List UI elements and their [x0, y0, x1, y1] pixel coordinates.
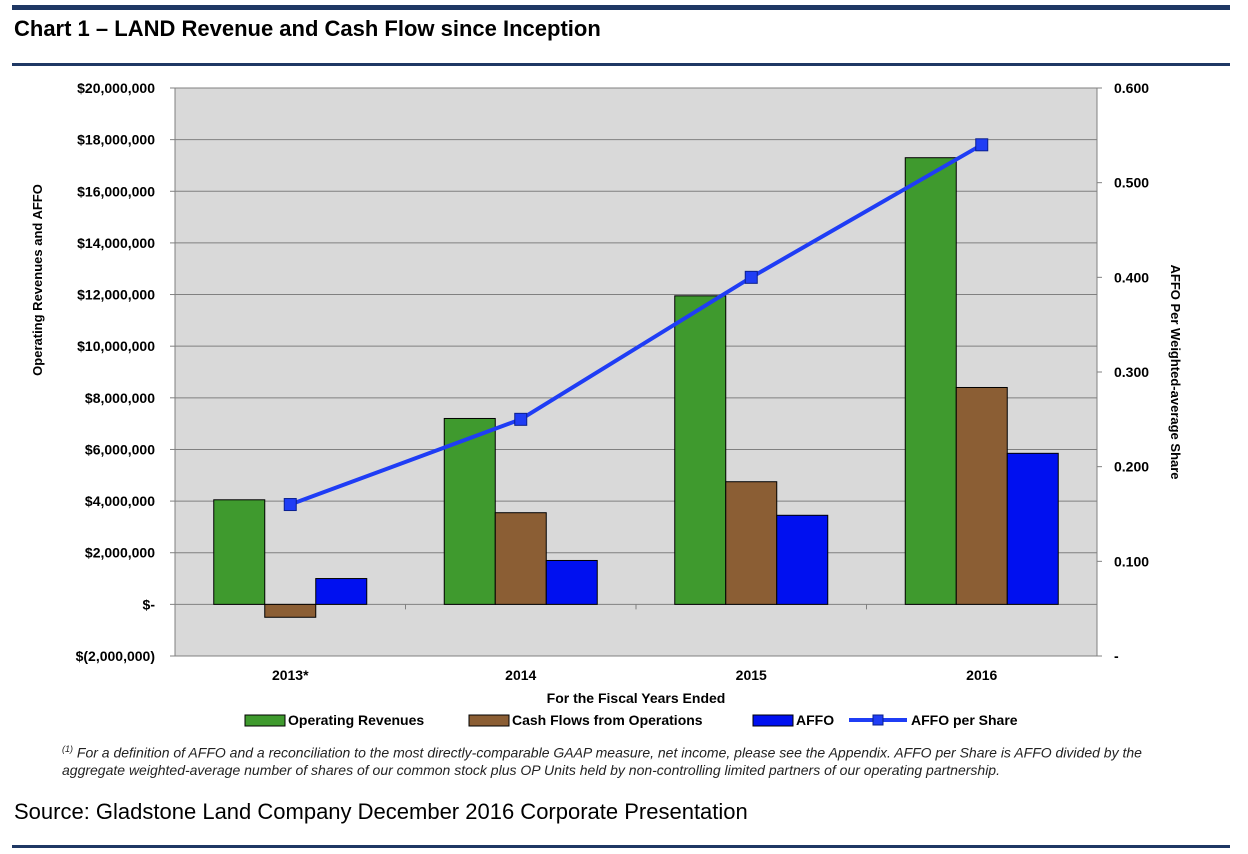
bar-affo [776, 514, 829, 605]
title-rule [12, 63, 1230, 66]
y-tick-label: $6,000,000 [85, 441, 155, 457]
bar-affo [315, 578, 368, 605]
legend-swatch [752, 714, 794, 727]
bar-cash-flows-from-operations [955, 386, 1008, 605]
x-tick-label: 2014 [505, 667, 536, 683]
y2-tick-label: 0.100 [1114, 553, 1149, 569]
top-rule [12, 5, 1230, 10]
y2-tick-label: 0.600 [1114, 80, 1149, 96]
line-point [283, 498, 297, 512]
line-point [744, 270, 758, 284]
bar-operating-revenues [213, 499, 266, 605]
legend-marker [872, 714, 884, 726]
y-tick-label: $2,000,000 [85, 545, 155, 561]
legend-swatch [468, 714, 510, 727]
y-tick-label: $16,000,000 [77, 183, 155, 199]
footnote-text: For a definition of AFFO and a reconcili… [62, 744, 1142, 778]
legend-label: AFFO [796, 712, 834, 728]
bottom-rule [12, 845, 1230, 848]
source-note: Source: Gladstone Land Company December … [14, 799, 748, 824]
y-tick-label: $- [143, 596, 156, 612]
y-tick-label: $18,000,000 [77, 132, 155, 148]
y-tick-label: $8,000,000 [85, 390, 155, 406]
x-tick-label: 2015 [736, 667, 767, 683]
y2-axis-label: AFFO Per Weighted-average Share [1168, 264, 1183, 479]
legend-label: Cash Flows from Operations [512, 712, 703, 728]
y2-tick-label: 0.500 [1114, 175, 1149, 191]
y-tick-label: $(2,000,000) [76, 648, 155, 664]
revenue-cashflow-chart: $20,000,000 $18,000,000 $16,000,000 $14,000… [30, 80, 1183, 728]
y-tick-label: $12,000,000 [77, 287, 155, 303]
y-axis-label: Operating Revenues and AFFO [30, 184, 45, 376]
line-affo-per-share [289, 143, 983, 507]
line-point [975, 138, 989, 152]
bar-affo [545, 559, 598, 605]
y2-tick-label: 0.200 [1114, 459, 1149, 475]
bar-cash-flows-from-operations [494, 512, 547, 605]
legend-label: AFFO per Share [911, 712, 1018, 728]
bar-operating-revenues [904, 157, 957, 605]
bar-operating-revenues [443, 417, 496, 605]
bar-operating-revenues [674, 295, 727, 605]
y-tick-label: $20,000,000 [77, 80, 155, 96]
x-tick-label: 2013* [272, 667, 309, 683]
line-point [514, 412, 528, 426]
bar-cash-flows-from-operations [264, 603, 317, 618]
x-tick-label: 2016 [966, 667, 997, 683]
bar-affo [1006, 452, 1059, 605]
legend-swatch [244, 714, 286, 727]
footnote: (1) For a definition of AFFO and a recon… [62, 741, 1192, 779]
legend: Operating Revenues Cash Flows from Operat… [244, 712, 1018, 728]
y2-tick-label: 0.400 [1114, 269, 1149, 285]
footnote-marker: (1) [62, 744, 73, 754]
y2-tick-label: 0.300 [1114, 364, 1149, 380]
page-title: Chart 1 – LAND Revenue and Cash Flow sin… [14, 16, 601, 41]
x-axis-label: For the Fiscal Years Ended [547, 690, 726, 706]
y-tick-label: $4,000,000 [85, 493, 155, 509]
legend-label: Operating Revenues [288, 712, 424, 728]
y2-tick-label: - [1114, 648, 1119, 664]
bar-cash-flows-from-operations [725, 481, 778, 605]
y-tick-label: $14,000,000 [77, 235, 155, 251]
y-tick-label: $10,000,000 [77, 338, 155, 354]
